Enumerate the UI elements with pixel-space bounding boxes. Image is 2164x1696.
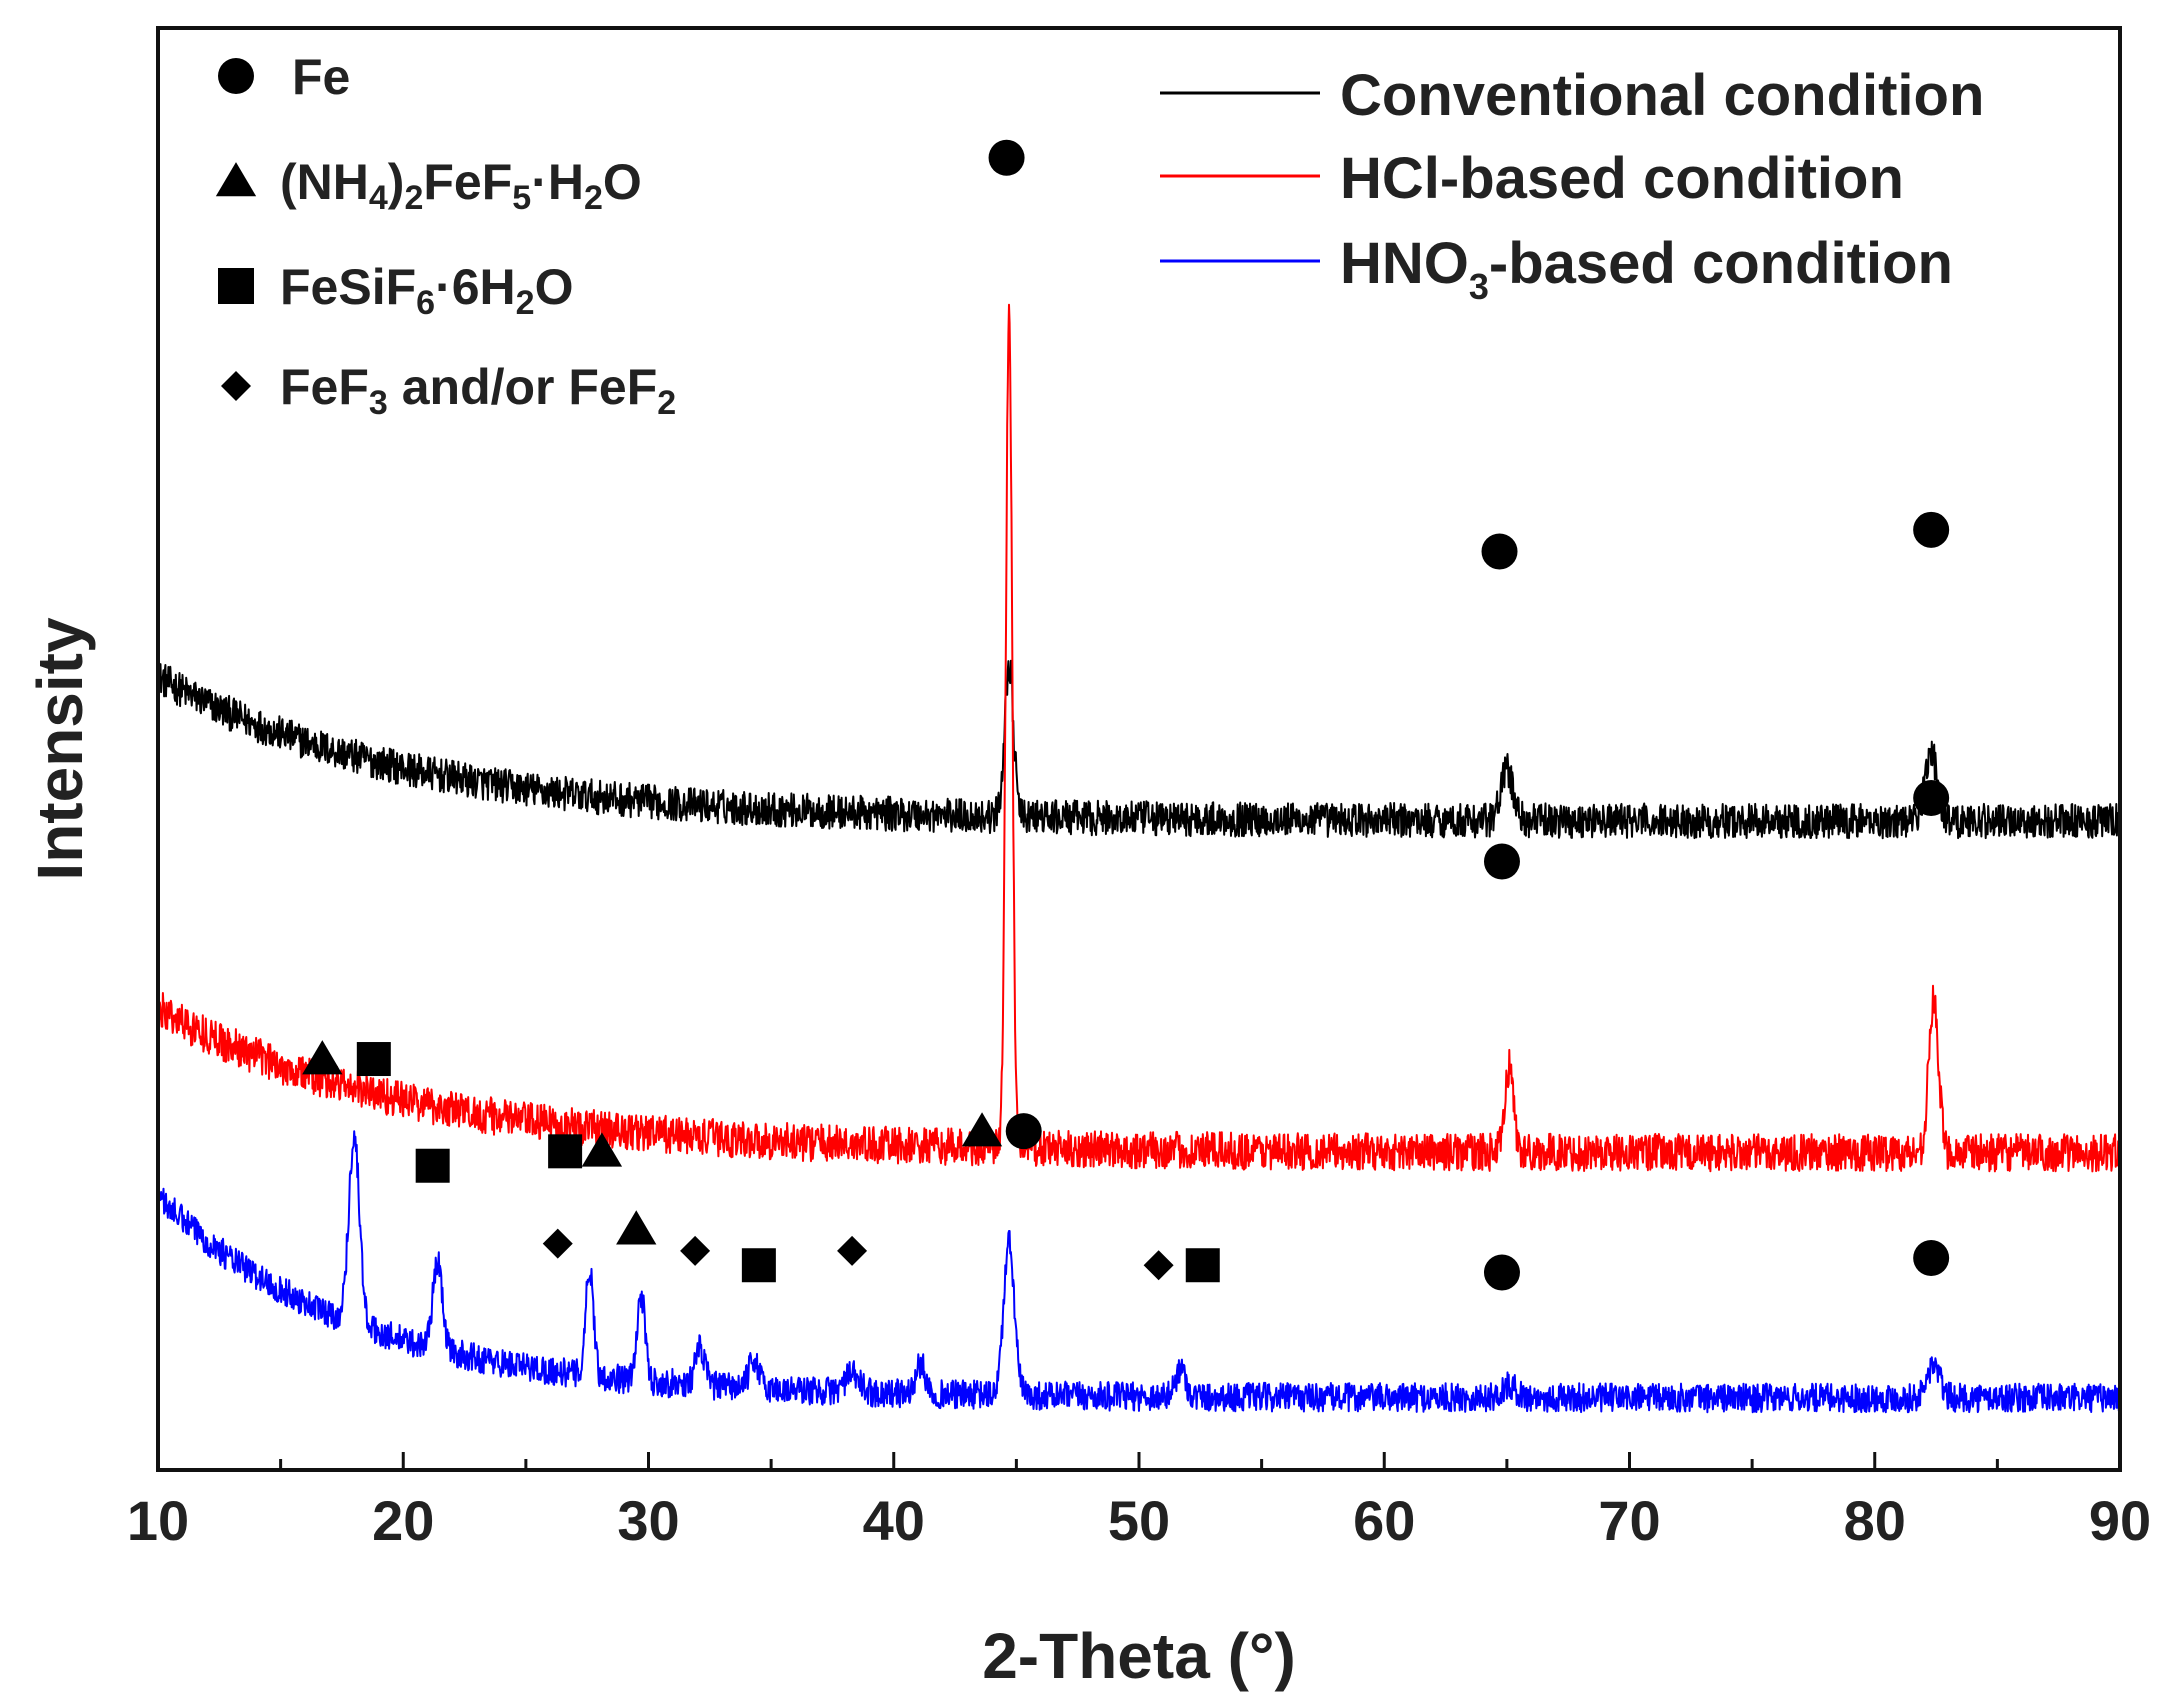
phase-legend-label: (NH4)2FeF5·H2O bbox=[280, 154, 642, 217]
legend-label: Conventional condition bbox=[1340, 63, 1984, 128]
diamond-marker bbox=[680, 1235, 711, 1266]
triangle-marker bbox=[961, 1112, 1003, 1147]
circle-marker bbox=[1483, 1254, 1520, 1291]
x-tick-label: 30 bbox=[617, 1489, 679, 1552]
square-marker bbox=[356, 1042, 391, 1077]
x-tick-label: 10 bbox=[127, 1489, 189, 1552]
series-legend: Conventional condition HCl-based conditio… bbox=[1160, 63, 1984, 307]
diamond-marker bbox=[1143, 1250, 1174, 1281]
square-marker bbox=[548, 1134, 583, 1169]
square-marker bbox=[1185, 1248, 1220, 1283]
phase-markers bbox=[302, 139, 1950, 1291]
triangle-marker bbox=[581, 1132, 623, 1167]
phase-legend-label: FeSiF6·6H2O bbox=[280, 259, 573, 322]
x-tick-label: 90 bbox=[2089, 1489, 2151, 1552]
x-tick-label: 20 bbox=[372, 1489, 434, 1552]
x-tick-label: 60 bbox=[1353, 1489, 1415, 1552]
x-axis-ticks bbox=[156, 1452, 2122, 1470]
circle-marker bbox=[1481, 533, 1518, 570]
series-line-0 bbox=[157, 659, 2121, 840]
phase-legend-diamond-icon bbox=[221, 371, 251, 401]
triangle-marker bbox=[616, 1210, 657, 1245]
series-line-2 bbox=[157, 1130, 2121, 1414]
x-tick-label: 80 bbox=[1844, 1489, 1906, 1552]
circle-marker bbox=[1913, 511, 1950, 548]
square-marker bbox=[741, 1248, 776, 1283]
phase-legend-circle-icon bbox=[218, 58, 254, 94]
phase-legend-square-icon bbox=[218, 268, 254, 304]
square-marker bbox=[415, 1148, 450, 1183]
legend-label: HNO3-based condition bbox=[1340, 231, 1953, 307]
phase-legend-label: FeF3 and/or FeF2 bbox=[280, 359, 676, 422]
triangle-marker bbox=[302, 1040, 343, 1075]
circle-marker bbox=[1913, 780, 1950, 817]
x-tick-label: 50 bbox=[1108, 1489, 1170, 1552]
series-line-1 bbox=[157, 303, 2121, 1173]
plot-traces bbox=[157, 303, 2121, 1414]
legend-label: HCl-based condition bbox=[1340, 146, 1904, 211]
diamond-marker bbox=[837, 1235, 868, 1266]
diamond-marker bbox=[542, 1228, 573, 1259]
phase-legend-label: Fe bbox=[292, 49, 350, 105]
phase-legend: Fe (NH4)2FeF5·H2O FeSiF6·6H2O FeF3 and/or F… bbox=[215, 49, 676, 422]
circle-marker bbox=[1483, 843, 1520, 880]
circle-marker bbox=[988, 139, 1025, 176]
circle-marker bbox=[1913, 1240, 1950, 1277]
x-tick-label: 40 bbox=[863, 1489, 925, 1552]
x-axis-title: 2-Theta (°) bbox=[982, 1620, 1296, 1692]
y-axis-title: Intensity bbox=[24, 617, 96, 881]
phase-legend-triangle-icon bbox=[215, 162, 257, 197]
x-tick-label: 70 bbox=[1598, 1489, 1660, 1552]
x-axis-tick-labels: 10 20 30 40 50 60 70 80 90 bbox=[127, 1489, 2151, 1552]
circle-marker bbox=[1005, 1113, 1042, 1150]
